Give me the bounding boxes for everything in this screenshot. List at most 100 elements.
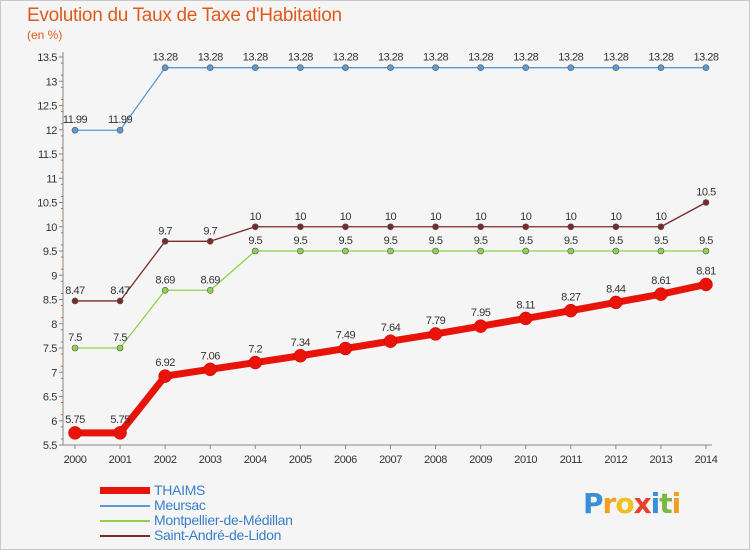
data-point bbox=[702, 199, 710, 206]
data-label: 8.81 bbox=[696, 265, 716, 277]
y-tick-label: 7 bbox=[51, 367, 57, 379]
x-tick-label: 2001 bbox=[109, 454, 132, 466]
data-point bbox=[251, 64, 259, 71]
data-label: 9.5 bbox=[384, 235, 398, 247]
y-tick-label: 11.5 bbox=[38, 149, 57, 161]
data-label: 10 bbox=[385, 211, 397, 223]
data-point bbox=[387, 64, 394, 71]
data-label: 13.28 bbox=[423, 52, 448, 64]
data-point bbox=[657, 223, 665, 231]
data-point bbox=[116, 297, 124, 305]
data-point bbox=[251, 247, 259, 255]
data-point bbox=[612, 247, 620, 255]
data-label: 13.28 bbox=[288, 52, 313, 64]
data-label: 13.28 bbox=[198, 52, 223, 64]
logo-letter: P bbox=[583, 487, 604, 520]
data-point bbox=[432, 64, 439, 71]
data-point bbox=[161, 238, 169, 245]
data-point bbox=[71, 297, 79, 305]
data-point bbox=[71, 344, 79, 352]
legend-label: Montpellier-de-Médillan bbox=[154, 512, 293, 528]
data-label: 8.11 bbox=[516, 299, 535, 311]
data-point bbox=[206, 238, 214, 245]
data-label: 8.47 bbox=[65, 285, 85, 297]
y-tick-label: 8 bbox=[51, 319, 57, 331]
data-point bbox=[342, 223, 349, 231]
data-point bbox=[116, 126, 124, 134]
logo-letter: x bbox=[633, 487, 652, 520]
data-point bbox=[338, 341, 353, 356]
data-label: 7.5 bbox=[113, 332, 127, 344]
data-label: 7.79 bbox=[426, 315, 446, 327]
data-point bbox=[161, 286, 169, 294]
x-tick-label: 2005 bbox=[289, 454, 312, 466]
x-tick-label: 2007 bbox=[379, 454, 402, 466]
data-label: 10 bbox=[430, 211, 442, 223]
data-label: 11.99 bbox=[108, 114, 133, 126]
y-tick-label: 6.5 bbox=[43, 392, 57, 404]
data-label: 13.28 bbox=[468, 52, 493, 64]
x-tick-label: 2000 bbox=[64, 454, 87, 466]
y-tick-label: 10.5 bbox=[37, 198, 57, 210]
data-point bbox=[158, 369, 172, 383]
y-tick-label: 13 bbox=[46, 76, 58, 88]
data-point bbox=[342, 64, 349, 71]
logo-letter: i bbox=[650, 487, 661, 520]
data-point bbox=[387, 247, 394, 255]
data-label: 7.5 bbox=[68, 332, 82, 344]
data-point bbox=[612, 223, 620, 231]
data-point bbox=[567, 64, 575, 71]
legend-swatch bbox=[100, 505, 150, 507]
y-tick-label: 9 bbox=[51, 270, 57, 282]
data-point bbox=[477, 64, 484, 71]
data-label: 13.28 bbox=[693, 52, 718, 64]
data-point bbox=[609, 295, 623, 310]
data-label: 9.5 bbox=[339, 235, 353, 247]
x-tick-label: 2012 bbox=[604, 454, 627, 466]
y-tick-label: 12 bbox=[46, 125, 58, 137]
chart-subtitle: (en %) bbox=[27, 28, 63, 42]
data-label: 9.5 bbox=[293, 235, 307, 247]
data-point bbox=[567, 223, 575, 231]
data-label: 8.44 bbox=[606, 283, 626, 295]
x-tick-label: 2014 bbox=[695, 454, 718, 466]
data-label: 9.5 bbox=[248, 235, 262, 247]
data-label: 13.28 bbox=[378, 52, 403, 64]
data-point bbox=[297, 223, 304, 231]
logo-letter: o bbox=[615, 487, 634, 520]
y-tick-label: 7.5 bbox=[43, 343, 57, 355]
data-point bbox=[293, 349, 308, 363]
proxiti-logo: Proxiti bbox=[583, 487, 682, 520]
data-point bbox=[297, 64, 304, 71]
data-label: 9.7 bbox=[158, 225, 172, 237]
data-label: 6.92 bbox=[155, 357, 175, 369]
data-point bbox=[473, 319, 488, 333]
data-point bbox=[71, 126, 79, 134]
data-label: 8.47 bbox=[110, 285, 130, 297]
logo-letter: i bbox=[671, 487, 682, 520]
x-tick-label: 2002 bbox=[154, 454, 177, 466]
data-point bbox=[116, 344, 124, 352]
data-label: 9.7 bbox=[203, 225, 217, 237]
data-point bbox=[383, 334, 398, 348]
data-point bbox=[518, 311, 533, 326]
legend-label: THAIMS bbox=[154, 482, 206, 498]
data-point bbox=[477, 247, 484, 255]
data-point bbox=[432, 223, 439, 231]
x-tick-label: 2008 bbox=[424, 454, 447, 466]
data-point bbox=[654, 287, 668, 301]
y-tick-label: 11 bbox=[46, 173, 57, 185]
data-label: 7.06 bbox=[201, 350, 221, 362]
data-label: 13.28 bbox=[648, 52, 673, 64]
data-point bbox=[699, 277, 713, 292]
data-label: 10 bbox=[565, 211, 577, 223]
data-point bbox=[702, 247, 710, 255]
y-tick-label: 8.5 bbox=[43, 295, 57, 307]
data-label: 10 bbox=[340, 211, 352, 223]
data-label: 8.69 bbox=[201, 274, 221, 286]
data-label: 13.28 bbox=[513, 52, 538, 64]
data-label: 10 bbox=[610, 211, 622, 223]
data-label: 7.49 bbox=[336, 329, 356, 341]
